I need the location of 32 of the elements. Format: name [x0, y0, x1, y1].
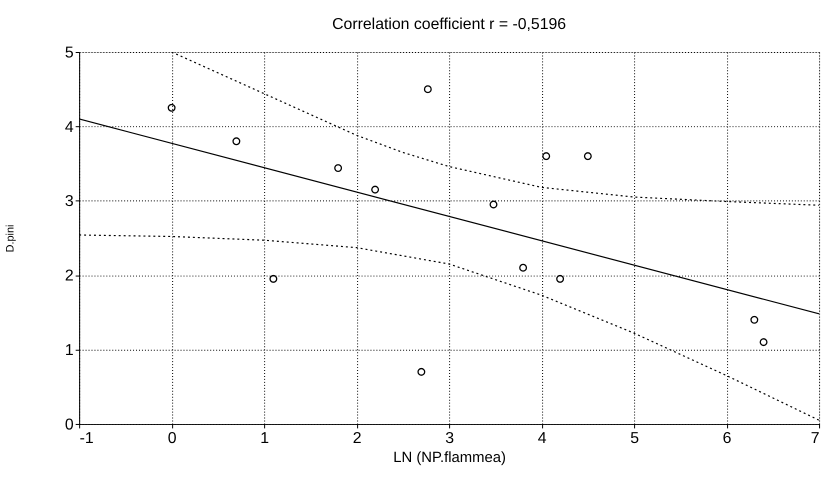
x-tick-label: 4 — [538, 430, 547, 448]
x-axis-title: LN (NP.flammea) — [393, 450, 506, 466]
point — [584, 152, 592, 160]
y-tick-label: 0 — [64, 416, 74, 434]
point — [371, 186, 380, 194]
y-axis-title: D.pini — [4, 224, 16, 252]
y-tick-label: 1 — [64, 342, 74, 359]
x-tick-label: 1 — [260, 430, 270, 448]
x-tick-label: 7 — [810, 430, 820, 448]
point — [490, 200, 498, 208]
point — [269, 274, 278, 283]
x-tick-label: 6 — [722, 430, 732, 448]
point — [424, 85, 432, 94]
point — [334, 164, 342, 172]
point — [417, 368, 426, 376]
point — [542, 152, 550, 160]
point — [556, 274, 564, 283]
x-tick-label: 0 — [168, 430, 177, 448]
point — [168, 104, 176, 112]
chart-title: Correlation coefficient r = -0,5196 — [332, 16, 566, 34]
point — [750, 316, 758, 324]
point — [232, 137, 240, 146]
y-tick-label: 3 — [64, 193, 74, 210]
y-tick-label: 5 — [64, 44, 74, 62]
point — [760, 338, 768, 346]
point — [519, 264, 528, 272]
y-tick-label: 4 — [64, 118, 74, 136]
x-tick-label: 3 — [445, 430, 454, 448]
x-tick-label: -1 — [80, 430, 94, 448]
x-tick-label: 2 — [352, 430, 362, 448]
x-tick-label: 5 — [630, 430, 640, 448]
y-tick-label: 2 — [64, 268, 74, 285]
